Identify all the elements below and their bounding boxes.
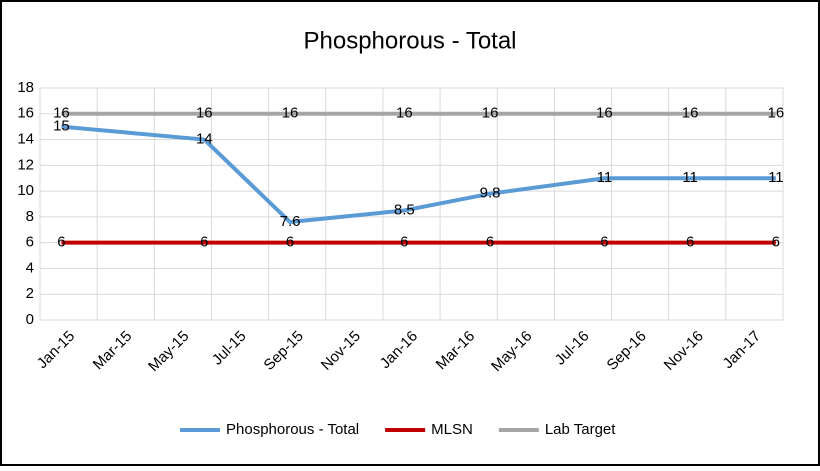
data-label: 8.5 <box>394 201 415 218</box>
data-label: 16 <box>482 105 499 122</box>
y-tick-label: 12 <box>17 156 34 173</box>
data-label: 16 <box>596 105 613 122</box>
data-label: 6 <box>686 234 694 251</box>
data-label: 6 <box>57 234 65 251</box>
data-label: 16 <box>396 105 413 122</box>
series-line <box>61 124 776 225</box>
data-label: 6 <box>286 234 294 251</box>
chart-title: Phosphorous - Total <box>303 27 516 54</box>
data-label: 6 <box>486 234 494 251</box>
labels: 15 14 7.6 8.5 9.8 11 11 11 6 6 6 6 6 6 6 6 16 16 16 16 16 16 1… <box>53 105 784 438</box>
data-label: 16 <box>282 105 299 122</box>
data-label: 6 <box>400 234 408 251</box>
y-tick-label: 18 <box>17 79 34 96</box>
data-label: 6 <box>600 234 608 251</box>
data-label: 6 <box>200 234 208 251</box>
data-label: 6 <box>772 234 780 251</box>
legend-label: MLSN <box>431 421 473 438</box>
data-label: 16 <box>768 105 785 122</box>
data-label: 15 <box>53 118 70 135</box>
legend-label: Phosphorous - Total <box>226 421 359 438</box>
data-label: 9.8 <box>480 185 501 202</box>
y-tick-label: 0 <box>26 311 34 328</box>
y-tick-label: 16 <box>17 105 34 122</box>
legend-label: Lab Target <box>545 421 616 438</box>
y-tick-label: 4 <box>26 259 34 276</box>
y-tick-label: 2 <box>26 285 34 302</box>
data-label: 11 <box>597 169 613 186</box>
data-label: 16 <box>682 105 699 122</box>
data-label: 11 <box>682 169 698 186</box>
data-label: 7.6 <box>280 213 301 230</box>
y-tick-label: 8 <box>26 208 34 225</box>
y-tick-label: 10 <box>17 182 34 199</box>
data-label: 11 <box>768 169 784 186</box>
data-label: 14 <box>196 131 213 148</box>
data-label: 16 <box>53 105 70 122</box>
y-tick-label: 14 <box>17 131 34 148</box>
lines <box>61 111 776 245</box>
data-label: 16 <box>196 105 213 122</box>
y-tick-label: 6 <box>26 234 34 251</box>
